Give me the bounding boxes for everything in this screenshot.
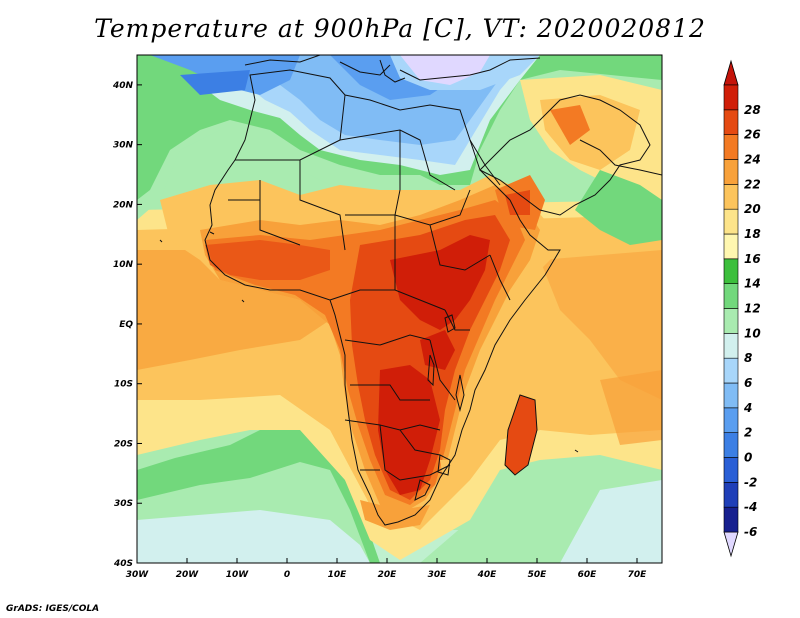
colorbar-under-arrow [723,531,739,558]
colorbar-box [723,506,739,533]
temperature-map: 30W 20W 10W 0 10E 20E 30E 40E 50E 60E 70E 40N30N20… [112,54,761,580]
lon-tick-label: 0 [284,570,290,580]
colorbar-box [723,482,739,508]
colorbar-label: 10 [744,326,761,340]
longitude-axis: 30W 20W 10W 0 10E 20E 30E 40E 50E 60E 70E [126,558,647,580]
latitude-axis: 40N 30N 20N 10N EQ 10S 20S 30S 40S [112,81,142,569]
colorbar-box [723,333,739,359]
lat-tick-label: 40S [113,559,133,569]
colorbar-label: 0 [744,451,752,465]
map-frame [136,54,663,564]
lat-tick-label: 10N [113,260,134,270]
colorbar-label: 2 [744,426,752,440]
lon-tick-label: 70E [628,570,648,580]
colorbar-label: -6 [744,525,757,539]
colorbar-box [723,159,739,185]
colorbar-box [723,357,739,384]
colorbar-box [723,184,739,210]
colorbar-label: 20 [744,202,761,216]
colorbar-label: 22 [744,177,761,191]
lon-tick-label: 10E [328,570,348,580]
lon-tick-label: 50E [528,570,548,580]
lon-tick-label: 30W [126,570,150,580]
lat-tick-label: 10S [114,380,133,390]
colorbar-box [723,308,739,334]
colorbar-label: -2 [744,475,757,489]
colorbar-label: 6 [744,376,752,390]
colorbar-label: 24 [744,153,761,167]
lon-tick-label: 60E [578,570,598,580]
lon-tick-label: 30E [428,570,448,580]
lon-tick-label: 40E [477,570,498,580]
lon-tick-label: 10W [226,570,250,580]
map-title: Temperature at 900hPa [C], VT: 202002081… [94,14,706,43]
colorbar-box [723,233,739,260]
colorbar-box [723,457,739,483]
lat-tick-label: 20N [113,200,134,210]
temperature-field [137,55,662,563]
lat-tick-label: 40N [112,81,134,91]
colorbar-box [723,258,739,284]
colorbar-label: 16 [744,252,761,266]
lat-tick-label: EQ [119,320,133,330]
colorbar-label: 12 [744,302,761,316]
colorbar-label: -4 [744,500,757,514]
colorbar-label: 18 [744,227,761,241]
coastlines-and-borders [159,55,662,526]
colorbar-label: 8 [744,351,752,365]
colorbar-box [723,109,739,135]
colorbar-label: 4 [743,401,752,415]
colorbar-box [723,283,739,309]
colorbar-box [723,432,739,458]
lon-tick-label: 20E [378,570,398,580]
colorbar-box [723,407,739,433]
lat-tick-label: 30S [114,499,133,509]
colorbar-box [723,84,739,111]
credit-text: GrADS: IGES/COLA [6,604,100,614]
colorbar-label: 14 [744,277,761,291]
colorbar-box [723,208,739,235]
lat-tick-label: 20S [114,439,133,449]
colorbar-box [723,134,739,160]
colorbar-label: 26 [744,128,761,142]
lon-tick-label: 20W [176,570,200,580]
colorbar-box [723,382,739,409]
lat-tick-label: 30N [113,141,134,151]
colorbar-over-arrow [723,59,739,86]
colorbar-label: 28 [744,103,761,117]
